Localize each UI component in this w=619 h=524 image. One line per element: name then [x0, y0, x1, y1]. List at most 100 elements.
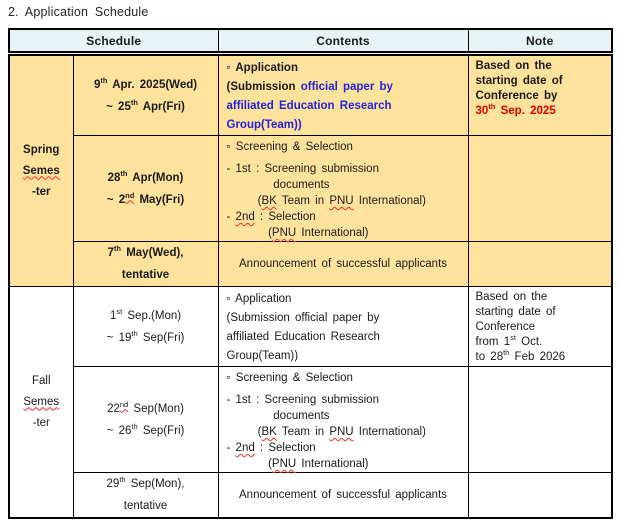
text-segment: International) — [296, 227, 369, 239]
text-line: Conference — [476, 320, 610, 335]
text-line: Group(Team)) — [227, 347, 464, 366]
text-segment: nd — [125, 190, 135, 200]
text-segment: ( — [226, 227, 272, 239]
contents-cell: ▫ Application (Submission official paper … — [217, 53, 469, 136]
text-segment: th — [120, 168, 128, 178]
text-segment: th — [488, 102, 496, 112]
text-line: (PNU International) — [227, 225, 466, 241]
spring-semester-label-cell: Spring Semes -ter — [8, 53, 74, 287]
text-segment: Apr. 2025(Wed) — [107, 78, 198, 91]
spring-semester-row: Spring Semes -ter 9th Apr. 2025(Wed) ~ 25th … — [8, 53, 613, 287]
text-segment: Based on the — [475, 60, 552, 72]
text-segment: documents — [226, 179, 330, 191]
text-segment: Apr(Mon) — [127, 171, 184, 184]
text-segment: : Selection — [254, 211, 316, 223]
text-line: 9th Apr. 2025(Wed) — [74, 74, 218, 96]
application-schedule-table: Schedule Contents Note Spring Semes -ter 9t… — [8, 28, 614, 519]
text-segment: Announcement of successful applicants — [239, 257, 448, 270]
contents-cell: Announcement of successful applicants — [217, 472, 469, 519]
text-segment: Conference — [475, 321, 535, 333]
note-cell: Based on the starting date of Conference b… — [467, 53, 613, 136]
note-cell — [467, 241, 613, 287]
fall-semester-row: Fall Semes -ter 1 st Sep.(Mon) ~ 19 th Sep(Fri… — [8, 286, 613, 519]
text-segment: Group(Team)) — [226, 350, 299, 362]
schedule-cell: 22nd Sep(Mon) ~ 26th Sep(Fri) — [72, 366, 219, 473]
text-line: documents — [227, 177, 466, 193]
text-line: (BK Team in PNU International) — [227, 193, 466, 209]
text-line: ~ 25th Apr(Fri) — [74, 96, 218, 118]
text-segment: - — [226, 442, 236, 454]
text-segment: th — [131, 421, 138, 431]
text-line: (Submission official paper by — [227, 309, 464, 328]
text-segment: PNU — [329, 195, 354, 207]
text-segment: BK — [261, 195, 277, 207]
text-segment: Based on the — [475, 291, 548, 303]
text-line: 29th Sep(Mon), — [74, 473, 218, 495]
text-segment: : Selection — [254, 442, 316, 454]
text-segment: (Submission — [226, 81, 301, 93]
text-segment: Feb 2026 — [509, 351, 566, 363]
text-segment: starting date of — [475, 75, 563, 87]
text-segment: ~ 25 — [106, 100, 131, 113]
text-line: Announcement of successful applicants — [219, 256, 468, 273]
text-line: Announcement of successful applicants — [219, 487, 468, 504]
text-segment: Sep(Fri) — [137, 331, 185, 344]
text-segment: Semes — [22, 164, 60, 177]
text-segment: Oct. — [515, 336, 543, 348]
text-line: Fall — [10, 371, 73, 392]
note-cell — [467, 135, 613, 242]
text-segment: Sep.(Mon) — [122, 309, 182, 322]
text-segment: 2nd — [235, 211, 255, 223]
text-line: Conference by — [476, 89, 610, 104]
text-line: 30th Sep. 2025 — [475, 102, 610, 119]
header-contents: Contents — [217, 28, 469, 56]
text-segment: - — [226, 211, 236, 223]
fall-semester-row: 29th Sep(Mon), tentative Announcement of s… — [9, 472, 613, 519]
text-line: starting date of — [476, 74, 610, 89]
text-segment: affiliated Education Research — [226, 100, 392, 112]
text-segment: International) — [353, 426, 426, 438]
text-segment: ~ 19 — [106, 331, 132, 344]
schedule-cell: 7th May(Wed), tentative — [72, 241, 219, 287]
text-line: tentative — [74, 495, 218, 517]
text-segment: th — [119, 475, 126, 485]
text-segment: BK — [261, 426, 277, 438]
text-segment: Group(Team)) — [226, 119, 302, 131]
text-segment: May(Fri) — [134, 193, 185, 206]
text-segment: st — [510, 333, 516, 343]
text-line: Semes — [10, 392, 73, 413]
text-line: ▫ Application — [227, 290, 464, 309]
text-line: ▫ Screening & Selection — [227, 139, 466, 155]
text-segment: to 28 — [475, 351, 504, 363]
text-line: affiliated Education Research — [227, 328, 464, 347]
text-segment: Announcement of successful applicants — [239, 488, 448, 501]
text-segment: Conference by — [475, 90, 558, 102]
text-line: (Submission official paper by — [227, 78, 464, 97]
text-line: 28th Apr(Mon) — [74, 167, 218, 189]
header-note: Note — [467, 28, 613, 56]
note-cell: Based on the starting date of Conference fr… — [467, 286, 613, 367]
text-segment: 1 — [109, 309, 117, 322]
text-segment: 2nd — [235, 442, 255, 454]
text-line: - 2nd : Selection — [227, 440, 466, 456]
text-line: starting date of — [476, 305, 610, 320]
text-line: tentative — [74, 264, 218, 286]
text-segment: ( — [226, 458, 272, 470]
text-segment: International) — [296, 458, 369, 470]
text-segment: official paper by — [300, 81, 393, 93]
text-segment: th — [130, 97, 138, 107]
text-segment: Sep(Mon), — [125, 478, 185, 490]
text-segment: ( — [226, 426, 262, 438]
text-segment: 30 — [475, 105, 489, 117]
text-segment: Sep(Mon) — [128, 402, 184, 415]
text-segment: ( — [226, 195, 262, 207]
header-schedule: Schedule — [8, 28, 219, 56]
text-segment: nd — [119, 399, 129, 409]
fall-semester-label-cell: Fall Semes -ter — [8, 286, 74, 519]
text-line: - 1st : Screening submission — [227, 161, 466, 177]
text-segment: ~ 26 — [106, 424, 132, 437]
text-segment: 28 — [107, 171, 121, 184]
text-segment: tentative — [123, 500, 168, 512]
text-segment: - 1st : Screening submission — [226, 163, 379, 175]
